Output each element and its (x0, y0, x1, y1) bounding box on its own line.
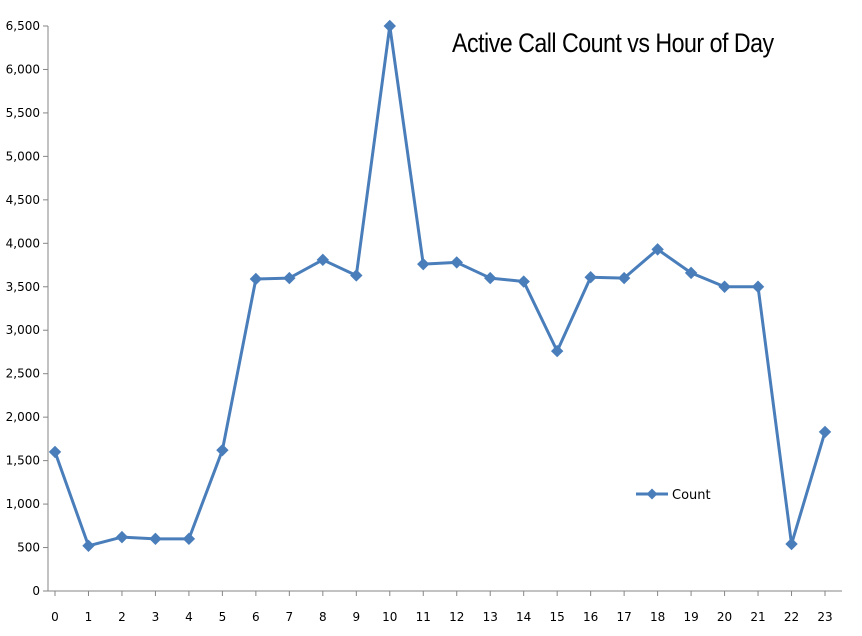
data-point (651, 243, 664, 256)
x-tick-label: 11 (416, 610, 431, 624)
y-tick-label: 3,500 (6, 280, 40, 294)
data-point (484, 271, 497, 285)
data-point (718, 280, 731, 293)
x-tick-label: 23 (817, 610, 832, 624)
legend: Count (636, 488, 711, 503)
y-tick-label: 6,500 (6, 19, 40, 33)
data-point (818, 425, 832, 439)
y-tick-label: 2,000 (6, 410, 40, 424)
x-tick-label: 1 (85, 610, 93, 624)
legend-marker (646, 488, 658, 500)
data-point (417, 257, 430, 271)
x-tick-label: 8 (319, 610, 327, 624)
x-tick-label: 5 (219, 610, 227, 624)
data-point (82, 539, 95, 553)
y-tick-label: 4,500 (6, 193, 40, 207)
y-tick-label: 4,000 (6, 236, 40, 250)
data-point (617, 271, 631, 285)
x-tick-label: 17 (616, 610, 631, 624)
x-tick-label: 6 (252, 610, 260, 624)
x-tick-label: 10 (382, 610, 397, 624)
x-tick-label: 2 (118, 610, 126, 624)
legend-label: Count (672, 488, 711, 503)
chart-title: Active Call Count vs Hour of Day (452, 28, 774, 58)
data-point (450, 256, 463, 269)
x-tick-label: 4 (185, 610, 193, 624)
x-tick-label: 20 (717, 610, 732, 624)
x-tick-label: 15 (550, 610, 565, 624)
data-point (182, 532, 196, 546)
y-axis: 0 500 1,000 1,500 2,000 2,500 3,000 3,500 4,000 4… (6, 19, 49, 598)
data-point (785, 537, 798, 551)
x-tick-label: 22 (784, 610, 799, 624)
x-axis: 0 1 2 3 4 5 6 7 8 9 10 11 12 13 14 15 16 17 18 19 20 21 22 23 (48, 590, 842, 624)
x-tick-label: 19 (683, 610, 698, 624)
y-tick-label: 6,000 (6, 62, 40, 76)
x-tick-label: 0 (51, 610, 59, 624)
x-tick-label: 18 (650, 610, 665, 624)
data-point (383, 19, 396, 33)
data-point (751, 280, 765, 293)
data-point (283, 271, 296, 285)
x-tick-label: 12 (449, 610, 464, 624)
x-tick-label: 21 (750, 610, 765, 624)
y-tick-label: 0 (32, 584, 40, 598)
x-tick-label: 16 (583, 610, 598, 624)
data-point (350, 269, 363, 282)
y-tick-label: 2,500 (6, 367, 40, 381)
x-tick-label: 7 (286, 610, 294, 624)
data-point (216, 443, 229, 457)
y-tick-label: 3,000 (6, 323, 40, 337)
data-point (584, 271, 597, 284)
data-point (550, 344, 564, 358)
data-point (48, 445, 62, 459)
y-tick-label: 5,000 (6, 149, 40, 163)
data-point (249, 272, 263, 286)
data-point (149, 532, 162, 546)
y-tick-label: 5,500 (6, 106, 40, 120)
data-point (517, 275, 530, 288)
y-tick-label: 1,000 (6, 497, 40, 511)
x-tick-label: 9 (352, 610, 360, 624)
data-point (115, 530, 129, 544)
y-tick-label: 500 (17, 541, 40, 555)
series-line (53, 24, 827, 548)
x-tick-label: 14 (516, 610, 531, 624)
data-point (684, 266, 698, 280)
x-tick-label: 3 (152, 610, 160, 624)
series-count (48, 19, 832, 553)
data-point (316, 253, 330, 267)
y-tick-label: 1,500 (6, 454, 40, 468)
x-tick-label: 13 (483, 610, 498, 624)
